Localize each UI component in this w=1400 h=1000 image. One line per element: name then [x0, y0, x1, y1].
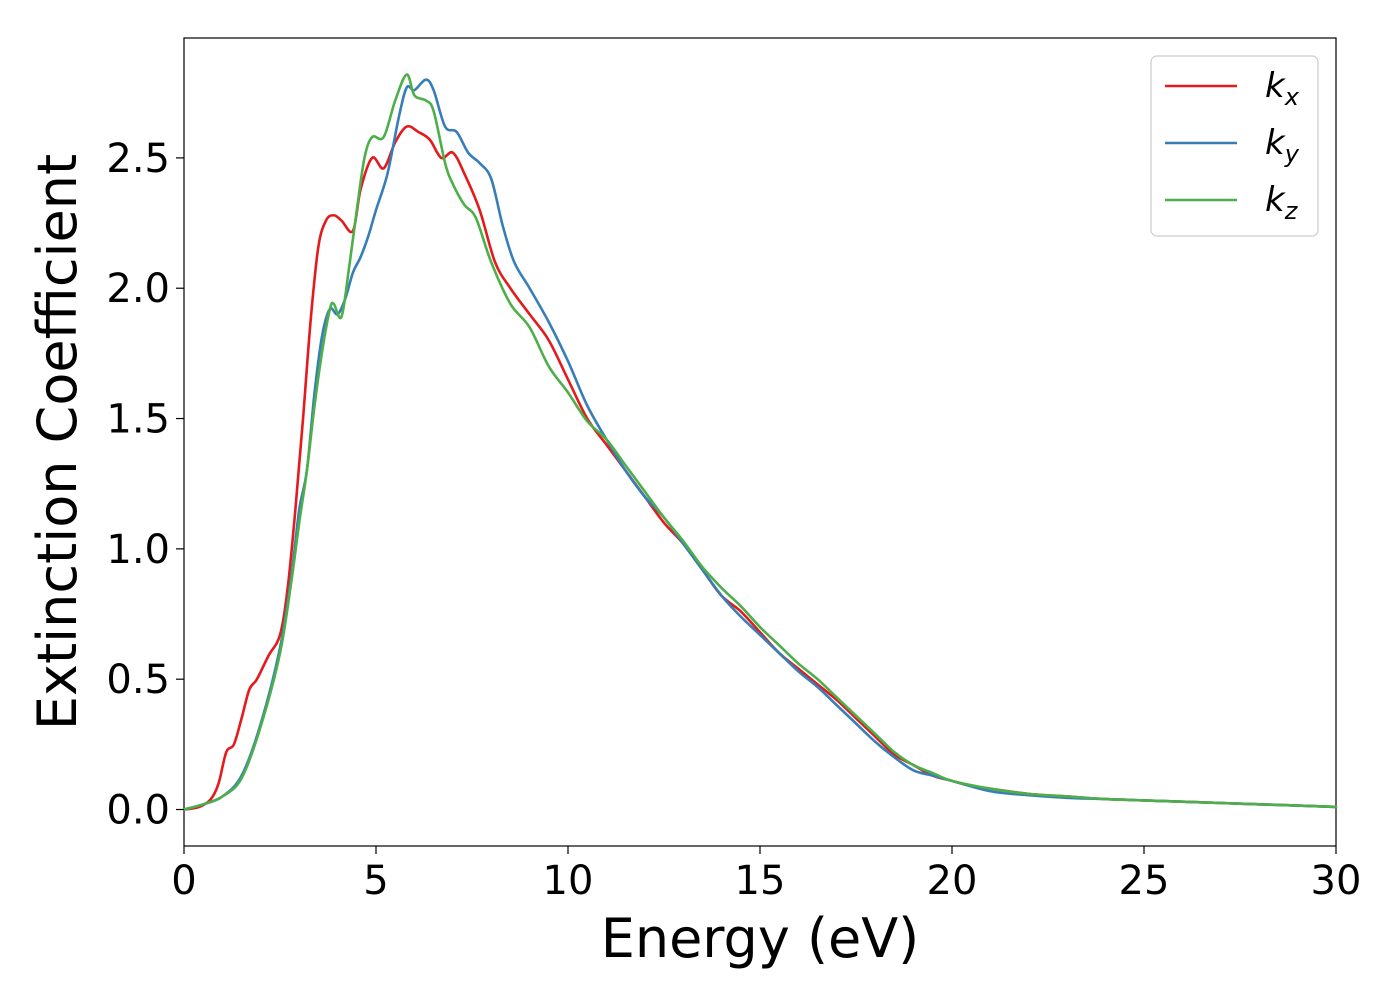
y-axis-ticks: 0.0 0.5 1.0 1.5 2.0 2.5 [106, 136, 184, 834]
y-tick-label: 1.5 [106, 397, 170, 443]
x-tick-label: 10 [543, 858, 594, 904]
y-tick-label: 2.5 [106, 136, 170, 182]
legend: kx ky kz [1150, 55, 1319, 237]
legend-box [1150, 55, 1319, 237]
x-tick-label: 15 [735, 858, 786, 904]
x-tick-label: 0 [171, 858, 196, 904]
y-tick-label: 0.0 [106, 788, 170, 834]
series-line-z [182, 73, 1338, 811]
x-tick-label: 25 [1119, 858, 1170, 904]
legend-label-y: ky [1265, 123, 1300, 168]
y-tick-label: 1.0 [106, 527, 170, 573]
x-tick-label: 20 [927, 858, 978, 904]
legend-items: kx ky kz [1165, 66, 1300, 225]
x-tick-label: 30 [1311, 858, 1362, 904]
x-tick-label: 5 [363, 858, 388, 904]
legend-label-z: kz [1265, 180, 1299, 225]
x-axis-ticks: 0 5 10 15 20 25 30 [171, 846, 1361, 904]
x-axis-label: Energy (eV) [601, 907, 920, 970]
y-axis-label: Extinction Coefficient [26, 154, 89, 730]
y-tick-label: 0.5 [106, 657, 170, 703]
legend-label-x: kx [1265, 66, 1300, 111]
series-layer [182, 73, 1338, 811]
y-tick-label: 2.0 [106, 266, 170, 312]
